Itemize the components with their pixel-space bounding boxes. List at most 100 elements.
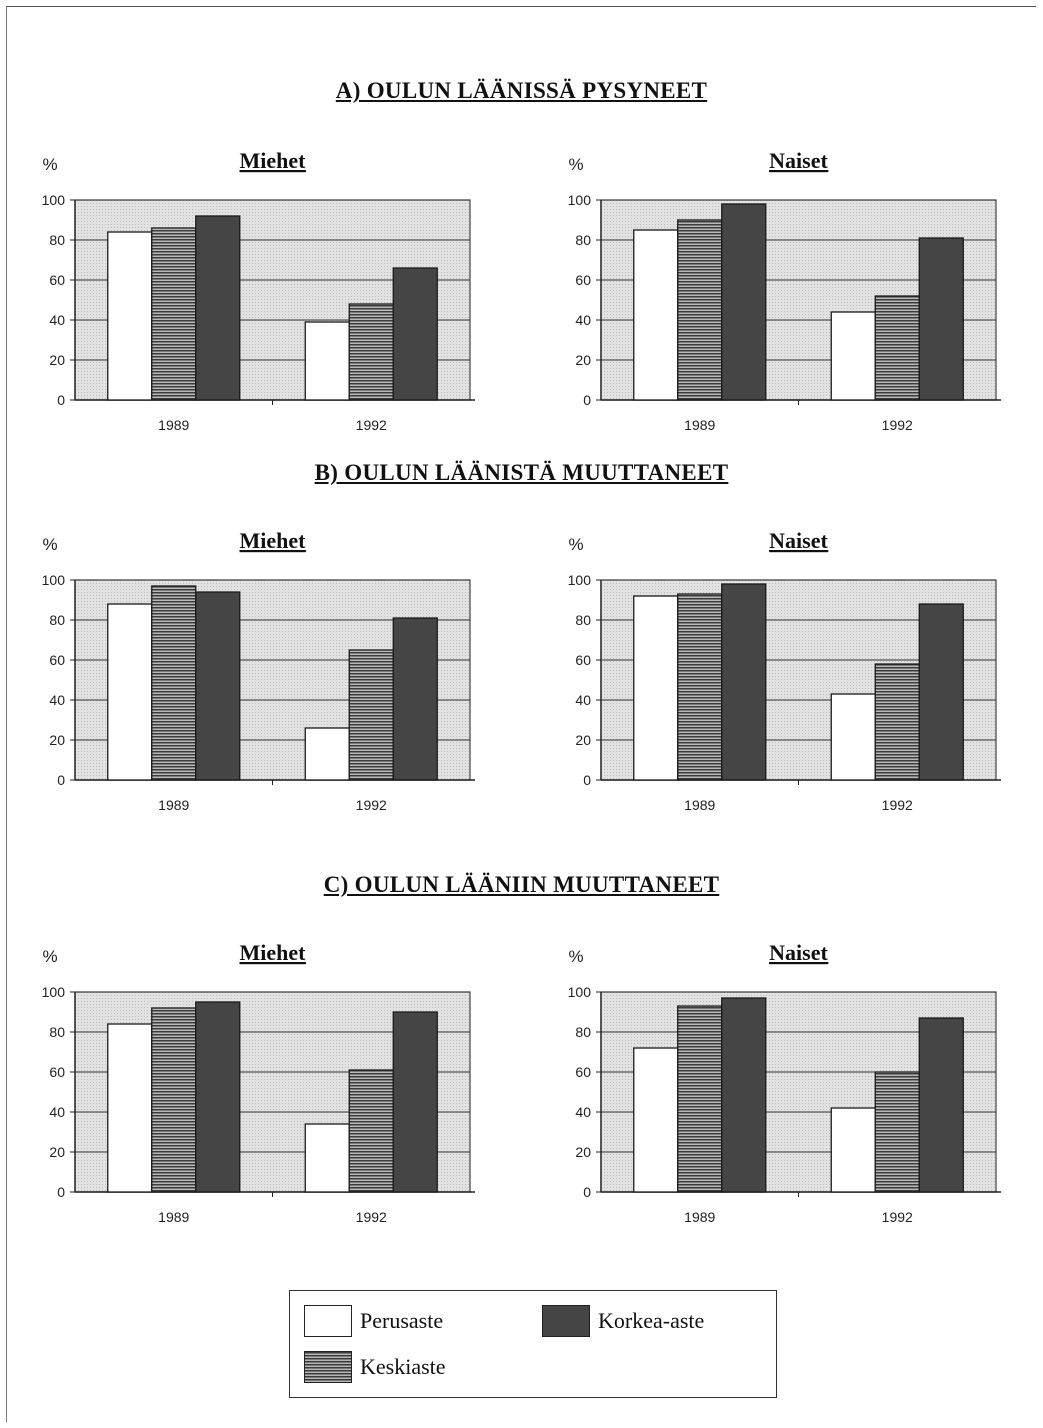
chart-subtitle: Miehet <box>240 148 307 173</box>
chart-svg: 0 20 40 60 80 100 1989 1992% Naiset <box>568 940 1001 1225</box>
x-tick-label: 1992 <box>882 417 913 433</box>
bar-korkea-aste-1989 <box>721 997 767 1193</box>
y-tick-label: 60 <box>49 652 65 668</box>
chart-c-miehet: 0 20 40 60 80 100 1989 1992% Miehet <box>30 932 510 1242</box>
y-tick-label: 40 <box>575 692 591 708</box>
bar-keskiaste-1989 <box>151 227 197 401</box>
legend-item-perusaste: Perusaste <box>304 1305 443 1337</box>
chart-b-miehet: 0 20 40 60 80 100 1989 1992% Miehet <box>30 520 510 830</box>
bar-perusaste-1989 <box>107 603 153 781</box>
y-tick-label: 100 <box>42 984 66 1000</box>
chart-svg: 0 20 40 60 80 100 1989 1992% Naiset <box>568 148 1001 433</box>
chart-c-naiset: 0 20 40 60 80 100 1989 1992% Naiset <box>556 932 1036 1242</box>
legend-label-perusaste: Perusaste <box>360 1308 444 1333</box>
legend-swatch-keskiaste <box>304 1351 352 1383</box>
bar-perusaste-1989 <box>633 229 679 401</box>
y-axis-label: % <box>568 535 583 554</box>
y-tick-label: 80 <box>49 612 65 628</box>
chart-a-miehet: 0 20 40 60 80 100 1989 1992% Miehet <box>30 140 510 450</box>
bar-keskiaste-1992 <box>874 1071 920 1193</box>
y-tick-label: 100 <box>568 984 592 1000</box>
section-title-a: A) OULUN LÄÄNISSÄ PYSYNEET <box>335 78 708 103</box>
x-tick-label: 1989 <box>684 797 715 813</box>
bar-korkea-aste-1992 <box>392 1011 438 1193</box>
bar-perusaste-1989 <box>633 1047 679 1193</box>
bar-keskiaste-1992 <box>874 295 920 401</box>
bar-perusaste-1992 <box>830 693 876 781</box>
chart-subtitle: Naiset <box>769 940 828 965</box>
legend-swatch-perusaste <box>304 1305 352 1337</box>
chart-subtitle: Naiset <box>769 528 828 553</box>
bar-keskiaste-1989 <box>677 219 723 401</box>
chart-svg: 0 20 40 60 80 100 1989 1992% Miehet <box>42 148 475 433</box>
y-axis-label: % <box>568 155 583 174</box>
y-tick-label: 20 <box>49 732 65 748</box>
bar-korkea-aste-1992 <box>392 267 438 401</box>
bar-perusaste-1992 <box>304 727 350 781</box>
bar-korkea-aste-1989 <box>721 203 767 401</box>
y-tick-label: 0 <box>57 772 65 788</box>
y-tick-label: 40 <box>575 1104 591 1120</box>
legend-label-korkea-aste: Korkea-aste <box>598 1308 705 1333</box>
bar-perusaste-1992 <box>830 1107 876 1193</box>
x-tick-label: 1989 <box>158 417 189 433</box>
y-tick-label: 0 <box>583 392 591 408</box>
bar-korkea-aste-1989 <box>195 1001 241 1193</box>
y-tick-label: 60 <box>575 1064 591 1080</box>
legend-swatch-korkea-aste <box>542 1305 590 1337</box>
y-tick-label: 80 <box>49 232 65 248</box>
y-tick-label: 60 <box>575 652 591 668</box>
y-tick-label: 80 <box>575 232 591 248</box>
legend-label-keskiaste: Keskiaste <box>360 1354 446 1379</box>
bar-korkea-aste-1989 <box>195 215 241 401</box>
bar-perusaste-1989 <box>633 595 679 781</box>
x-tick-label: 1992 <box>356 417 387 433</box>
y-axis-label: % <box>42 535 57 554</box>
section-title-b: B) OULUN LÄÄNISTÄ MUUTTANEET <box>314 460 729 485</box>
y-tick-label: 20 <box>49 352 65 368</box>
bar-keskiaste-1992 <box>348 1069 394 1193</box>
y-tick-label: 40 <box>49 1104 65 1120</box>
legend-item-korkea-aste: Korkea-aste <box>542 1305 704 1337</box>
y-axis-label: % <box>568 947 583 966</box>
y-tick-label: 0 <box>583 1184 591 1200</box>
legend: Perusaste Korkea-aste Keskiaste <box>289 1290 777 1398</box>
bar-korkea-aste-1992 <box>918 237 964 401</box>
x-tick-label: 1992 <box>882 1209 913 1225</box>
bar-korkea-aste-1989 <box>195 591 241 781</box>
x-tick-label: 1992 <box>882 797 913 813</box>
y-tick-label: 100 <box>568 572 592 588</box>
bar-korkea-aste-1989 <box>721 583 767 781</box>
chart-subtitle: Miehet <box>240 528 307 553</box>
y-tick-label: 20 <box>49 1144 65 1160</box>
section-title-c: C) OULUN LÄÄNIIN MUUTTANEET <box>323 872 720 897</box>
legend-item-keskiaste: Keskiaste <box>304 1351 446 1383</box>
x-tick-label: 1989 <box>684 1209 715 1225</box>
bar-perusaste-1992 <box>830 311 876 401</box>
y-tick-label: 100 <box>568 192 592 208</box>
y-tick-label: 40 <box>49 692 65 708</box>
chart-a-naiset: 0 20 40 60 80 100 1989 1992% Naiset <box>556 140 1036 450</box>
x-tick-label: 1992 <box>356 1209 387 1225</box>
y-tick-label: 0 <box>57 1184 65 1200</box>
y-tick-label: 0 <box>583 772 591 788</box>
chart-svg: 0 20 40 60 80 100 1989 1992% Miehet <box>42 528 475 813</box>
chart-subtitle: Naiset <box>769 148 828 173</box>
y-tick-label: 100 <box>42 192 66 208</box>
x-tick-label: 1989 <box>684 417 715 433</box>
y-tick-label: 20 <box>575 732 591 748</box>
bar-perusaste-1989 <box>107 231 153 401</box>
bar-keskiaste-1989 <box>151 1007 197 1193</box>
y-tick-label: 20 <box>575 1144 591 1160</box>
x-tick-label: 1992 <box>356 797 387 813</box>
bar-korkea-aste-1992 <box>392 617 438 781</box>
y-tick-label: 60 <box>49 1064 65 1080</box>
bar-keskiaste-1992 <box>874 663 920 781</box>
y-tick-label: 100 <box>42 572 66 588</box>
y-tick-label: 20 <box>575 352 591 368</box>
bar-keskiaste-1989 <box>151 585 197 781</box>
bar-keskiaste-1992 <box>348 303 394 401</box>
y-tick-label: 60 <box>575 272 591 288</box>
y-axis-label: % <box>42 947 57 966</box>
bar-keskiaste-1989 <box>677 1005 723 1193</box>
